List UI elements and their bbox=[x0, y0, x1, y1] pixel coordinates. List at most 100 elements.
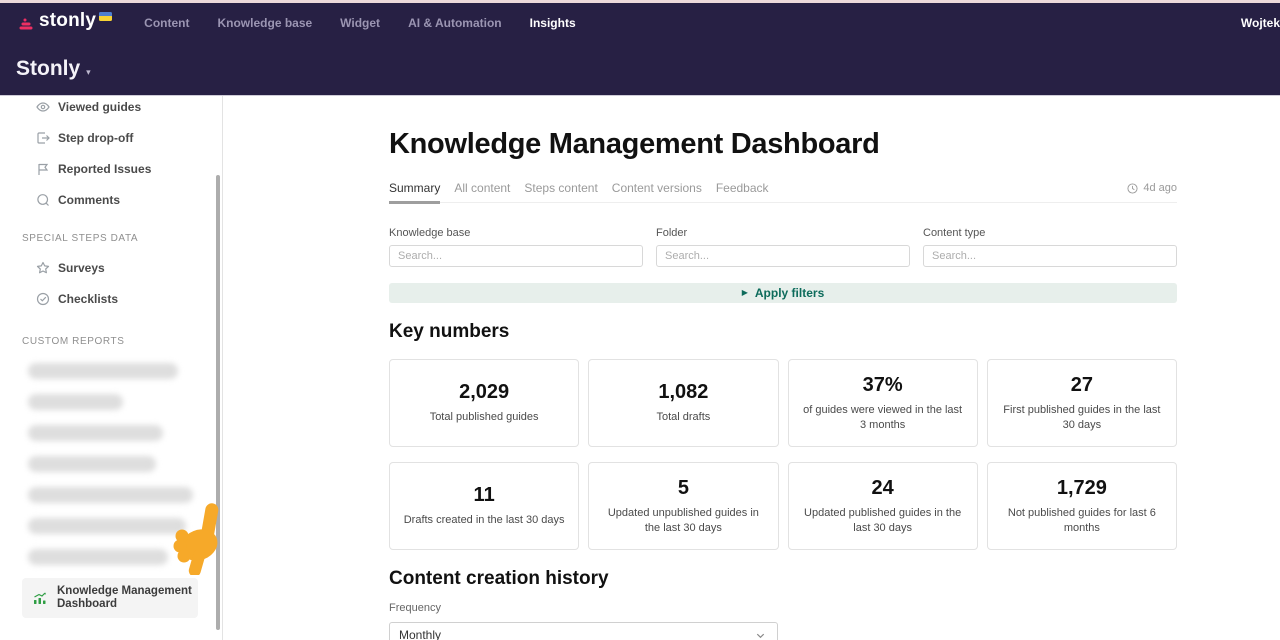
sidebar-item-viewed-guides[interactable]: Viewed guides bbox=[0, 91, 222, 122]
nav-item-insights[interactable]: Insights bbox=[529, 16, 576, 30]
sidebar-item-label: Reported Issues bbox=[58, 161, 152, 176]
filter-content-type: Content type bbox=[923, 227, 1177, 267]
play-triangle-icon: ▶ bbox=[741, 288, 748, 297]
star-icon bbox=[36, 261, 50, 275]
stat-label: Not published guides for last 6 months bbox=[1007, 506, 1156, 534]
stat-label: Updated unpublished guides in the last 3… bbox=[607, 506, 759, 534]
stonly-wordmark: stonly bbox=[39, 9, 97, 31]
chevron-down-icon bbox=[755, 630, 766, 640]
stat-value: 5 bbox=[677, 476, 689, 499]
redacted-report-item[interactable] bbox=[28, 394, 123, 410]
sidebar-item-label: Surveys bbox=[58, 260, 105, 275]
knowledge-base-search-input[interactable] bbox=[389, 245, 643, 267]
redacted-report-item[interactable] bbox=[28, 487, 193, 503]
stat-card-total-drafts: 1,082 Total drafts bbox=[588, 359, 779, 447]
filter-label: Knowledge base bbox=[389, 227, 471, 239]
redacted-report-item[interactable] bbox=[28, 425, 163, 441]
eye-icon bbox=[36, 100, 50, 114]
sidebar-item-comments[interactable]: Comments bbox=[0, 184, 222, 215]
redacted-report-item[interactable] bbox=[28, 456, 156, 472]
insights-sidebar: Viewed guides Step drop-off Reported Iss… bbox=[0, 96, 223, 640]
stat-label: Drafts created in the last 30 days bbox=[403, 514, 565, 527]
ukraine-flag-icon bbox=[99, 11, 113, 21]
frequency-value: Monthly bbox=[399, 628, 442, 640]
stat-value: 1,082 bbox=[658, 381, 709, 404]
chart-icon bbox=[32, 590, 48, 606]
redacted-report-item[interactable] bbox=[28, 363, 178, 379]
sidebar-item-label: Checklists bbox=[58, 291, 119, 306]
flag-icon bbox=[36, 162, 50, 176]
filters-row: Knowledge base Folder Content type bbox=[389, 227, 1177, 267]
folder-search-input[interactable] bbox=[656, 245, 910, 267]
stat-card-drafts-created-30d: 11 Drafts created in the last 30 days bbox=[389, 462, 580, 550]
workspace-switcher[interactable]: Stonly ▾ bbox=[16, 57, 91, 81]
dashboard-content: Knowledge Management Dashboard Summary A… bbox=[389, 96, 1177, 640]
redacted-reports bbox=[28, 363, 222, 565]
stat-card-not-published-6m: 1,729 Not published guides for last 6 mo… bbox=[986, 462, 1177, 550]
main-panel: Knowledge Management Dashboard Summary A… bbox=[224, 96, 1280, 640]
window-edge-strip bbox=[0, 0, 1280, 3]
stat-value: 27 bbox=[1070, 373, 1093, 396]
stat-value: 1,729 bbox=[1056, 476, 1107, 499]
sidebar-item-label: Knowledge Management Dashboard bbox=[57, 584, 192, 610]
key-numbers-title: Key numbers bbox=[389, 321, 510, 342]
tab-summary[interactable]: Summary bbox=[389, 181, 441, 204]
check-circle-icon bbox=[36, 292, 50, 306]
nav-item-widget[interactable]: Widget bbox=[340, 16, 381, 30]
nav-item-knowledge-base[interactable]: Knowledge base bbox=[217, 16, 313, 30]
chevron-down-icon: ▾ bbox=[86, 66, 91, 77]
sidebar-section-custom-reports: CUSTOM REPORTS bbox=[22, 336, 125, 347]
stat-card-guides-viewed-pct: 37% of guides were viewed in the last 3 … bbox=[787, 359, 978, 447]
nav-item-content[interactable]: Content bbox=[144, 16, 190, 30]
filter-label: Folder bbox=[656, 227, 688, 239]
sidebar-item-checklists[interactable]: Checklists bbox=[0, 283, 222, 314]
stat-label: of guides were viewed in the last 3 mont… bbox=[803, 403, 963, 431]
redacted-report-item[interactable] bbox=[28, 518, 186, 534]
apply-filters-label: Apply filters bbox=[754, 286, 825, 300]
key-numbers-grid: 2,029 Total published guides 1,082 Total… bbox=[389, 359, 1177, 550]
stonly-logo-icon bbox=[18, 16, 34, 37]
sidebar-scrollbar[interactable] bbox=[216, 175, 220, 630]
tab-all-content[interactable]: All content bbox=[454, 181, 511, 195]
sidebar-item-reported-issues[interactable]: Reported Issues bbox=[0, 153, 222, 184]
clock-icon bbox=[1127, 182, 1138, 194]
last-updated-text: 4d ago bbox=[1143, 182, 1177, 194]
sidebar-item-surveys[interactable]: Surveys bbox=[0, 252, 222, 283]
page-title: Knowledge Management Dashboard bbox=[389, 128, 880, 160]
redacted-report-item[interactable] bbox=[28, 549, 168, 565]
sidebar-item-step-drop-off[interactable]: Step drop-off bbox=[0, 122, 222, 153]
stat-card-first-published-30d: 27 First published guides in the last 30… bbox=[986, 359, 1177, 447]
filter-label: Content type bbox=[923, 227, 986, 239]
content-creation-history-title: Content creation history bbox=[389, 568, 609, 589]
last-updated: 4d ago bbox=[1127, 182, 1177, 194]
stat-card-updated-published-30d: 24 Updated published guides in the last … bbox=[787, 462, 978, 550]
nav-item-ai-automation[interactable]: AI & Automation bbox=[408, 16, 502, 30]
tab-steps-content[interactable]: Steps content bbox=[524, 181, 598, 195]
app-header: stonly Content Knowledge base Widget AI … bbox=[0, 3, 1280, 96]
user-menu[interactable]: Wojtek K bbox=[1240, 16, 1280, 30]
tab-feedback[interactable]: Feedback bbox=[715, 181, 769, 195]
stat-label: Total drafts bbox=[656, 411, 711, 424]
frequency-select[interactable]: Monthly bbox=[389, 622, 778, 640]
stat-label: First published guides in the last 30 da… bbox=[1003, 403, 1161, 431]
sidebar-item-label: Viewed guides bbox=[58, 99, 142, 114]
comment-icon bbox=[36, 193, 50, 207]
sidebar-item-label: Comments bbox=[58, 192, 121, 207]
stat-label: Updated published guides in the last 30 … bbox=[804, 506, 962, 534]
sidebar-section-special-steps-data: SPECIAL STEPS DATA bbox=[22, 233, 139, 244]
filter-folder: Folder bbox=[656, 227, 910, 267]
workspace-name: Stonly bbox=[16, 57, 81, 80]
apply-filters-button[interactable]: ▶ Apply filters bbox=[389, 283, 1177, 303]
sidebar-item-knowledge-management-dashboard[interactable]: Knowledge Management Dashboard bbox=[22, 578, 198, 618]
content-type-search-input[interactable] bbox=[923, 245, 1177, 267]
tab-content-versions[interactable]: Content versions bbox=[611, 181, 702, 195]
stat-value: 2,029 bbox=[459, 381, 510, 404]
stat-value: 24 bbox=[871, 476, 894, 499]
sidebar-item-label: Step drop-off bbox=[58, 130, 134, 145]
stat-value: 11 bbox=[473, 484, 495, 507]
top-navigation: stonly Content Knowledge base Widget AI … bbox=[0, 3, 1280, 43]
sidebar-list: Viewed guides Step drop-off Reported Iss… bbox=[0, 91, 222, 215]
stat-card-total-published-guides: 2,029 Total published guides bbox=[389, 359, 580, 447]
stonly-logo[interactable]: stonly bbox=[18, 9, 113, 37]
